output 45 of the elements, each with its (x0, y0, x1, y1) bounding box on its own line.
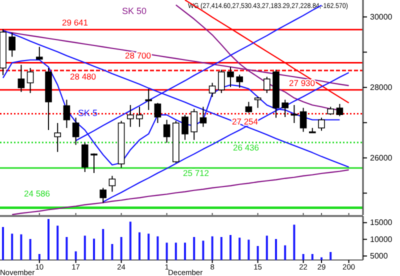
candlestick (254, 96, 262, 108)
candlestick (72, 117, 80, 146)
candlestick (36, 46, 43, 60)
y-tick-label: 26000 (370, 153, 393, 162)
candlestick (264, 76, 270, 94)
ref-line-label: 29 641 (62, 18, 88, 28)
candlestick (54, 122, 61, 152)
candlestick (108, 175, 116, 192)
y-tick-label: 15000 (370, 218, 393, 228)
candlestick (282, 99, 288, 118)
candlestick (200, 106, 207, 128)
candlestick (154, 102, 162, 124)
candlestick (127, 104, 134, 128)
candlestick (190, 108, 198, 140)
y-tick-label: 30000 (370, 12, 393, 22)
candlestick (245, 101, 252, 114)
candlestick (63, 99, 70, 128)
candlestick (208, 82, 216, 98)
ref-line-label: 27 930 (289, 78, 316, 88)
y-tick-label: 10000 (370, 234, 393, 244)
ref-line-label: 28 480 (70, 71, 96, 82)
candlestick (236, 74, 243, 88)
candlestick (136, 106, 143, 128)
candlestick (8, 32, 16, 58)
y-tick-label: 5000 (370, 252, 388, 261)
candlestick (82, 142, 88, 172)
ref-line-label: 26 436 (233, 142, 260, 153)
candlestick (218, 69, 225, 94)
series-label: SK 5 (78, 108, 98, 118)
ref-line-label: 24 586 (24, 188, 50, 199)
ref-line-label: 28 700 (125, 50, 152, 61)
candlestick (182, 114, 188, 140)
candlestick (90, 152, 98, 174)
ref-line-label: 25 712 (183, 168, 210, 178)
candlestick (336, 103, 344, 117)
candlestick (227, 66, 234, 88)
line-series (12, 169, 350, 215)
y-tick-label: 28000 (370, 82, 393, 92)
candlestick (163, 119, 170, 144)
candlestick (100, 187, 106, 204)
candlestick (300, 107, 307, 132)
candlestick (318, 117, 325, 132)
text: SK 50 (122, 6, 147, 16)
candlestick (26, 68, 34, 94)
candlestick (18, 64, 25, 92)
